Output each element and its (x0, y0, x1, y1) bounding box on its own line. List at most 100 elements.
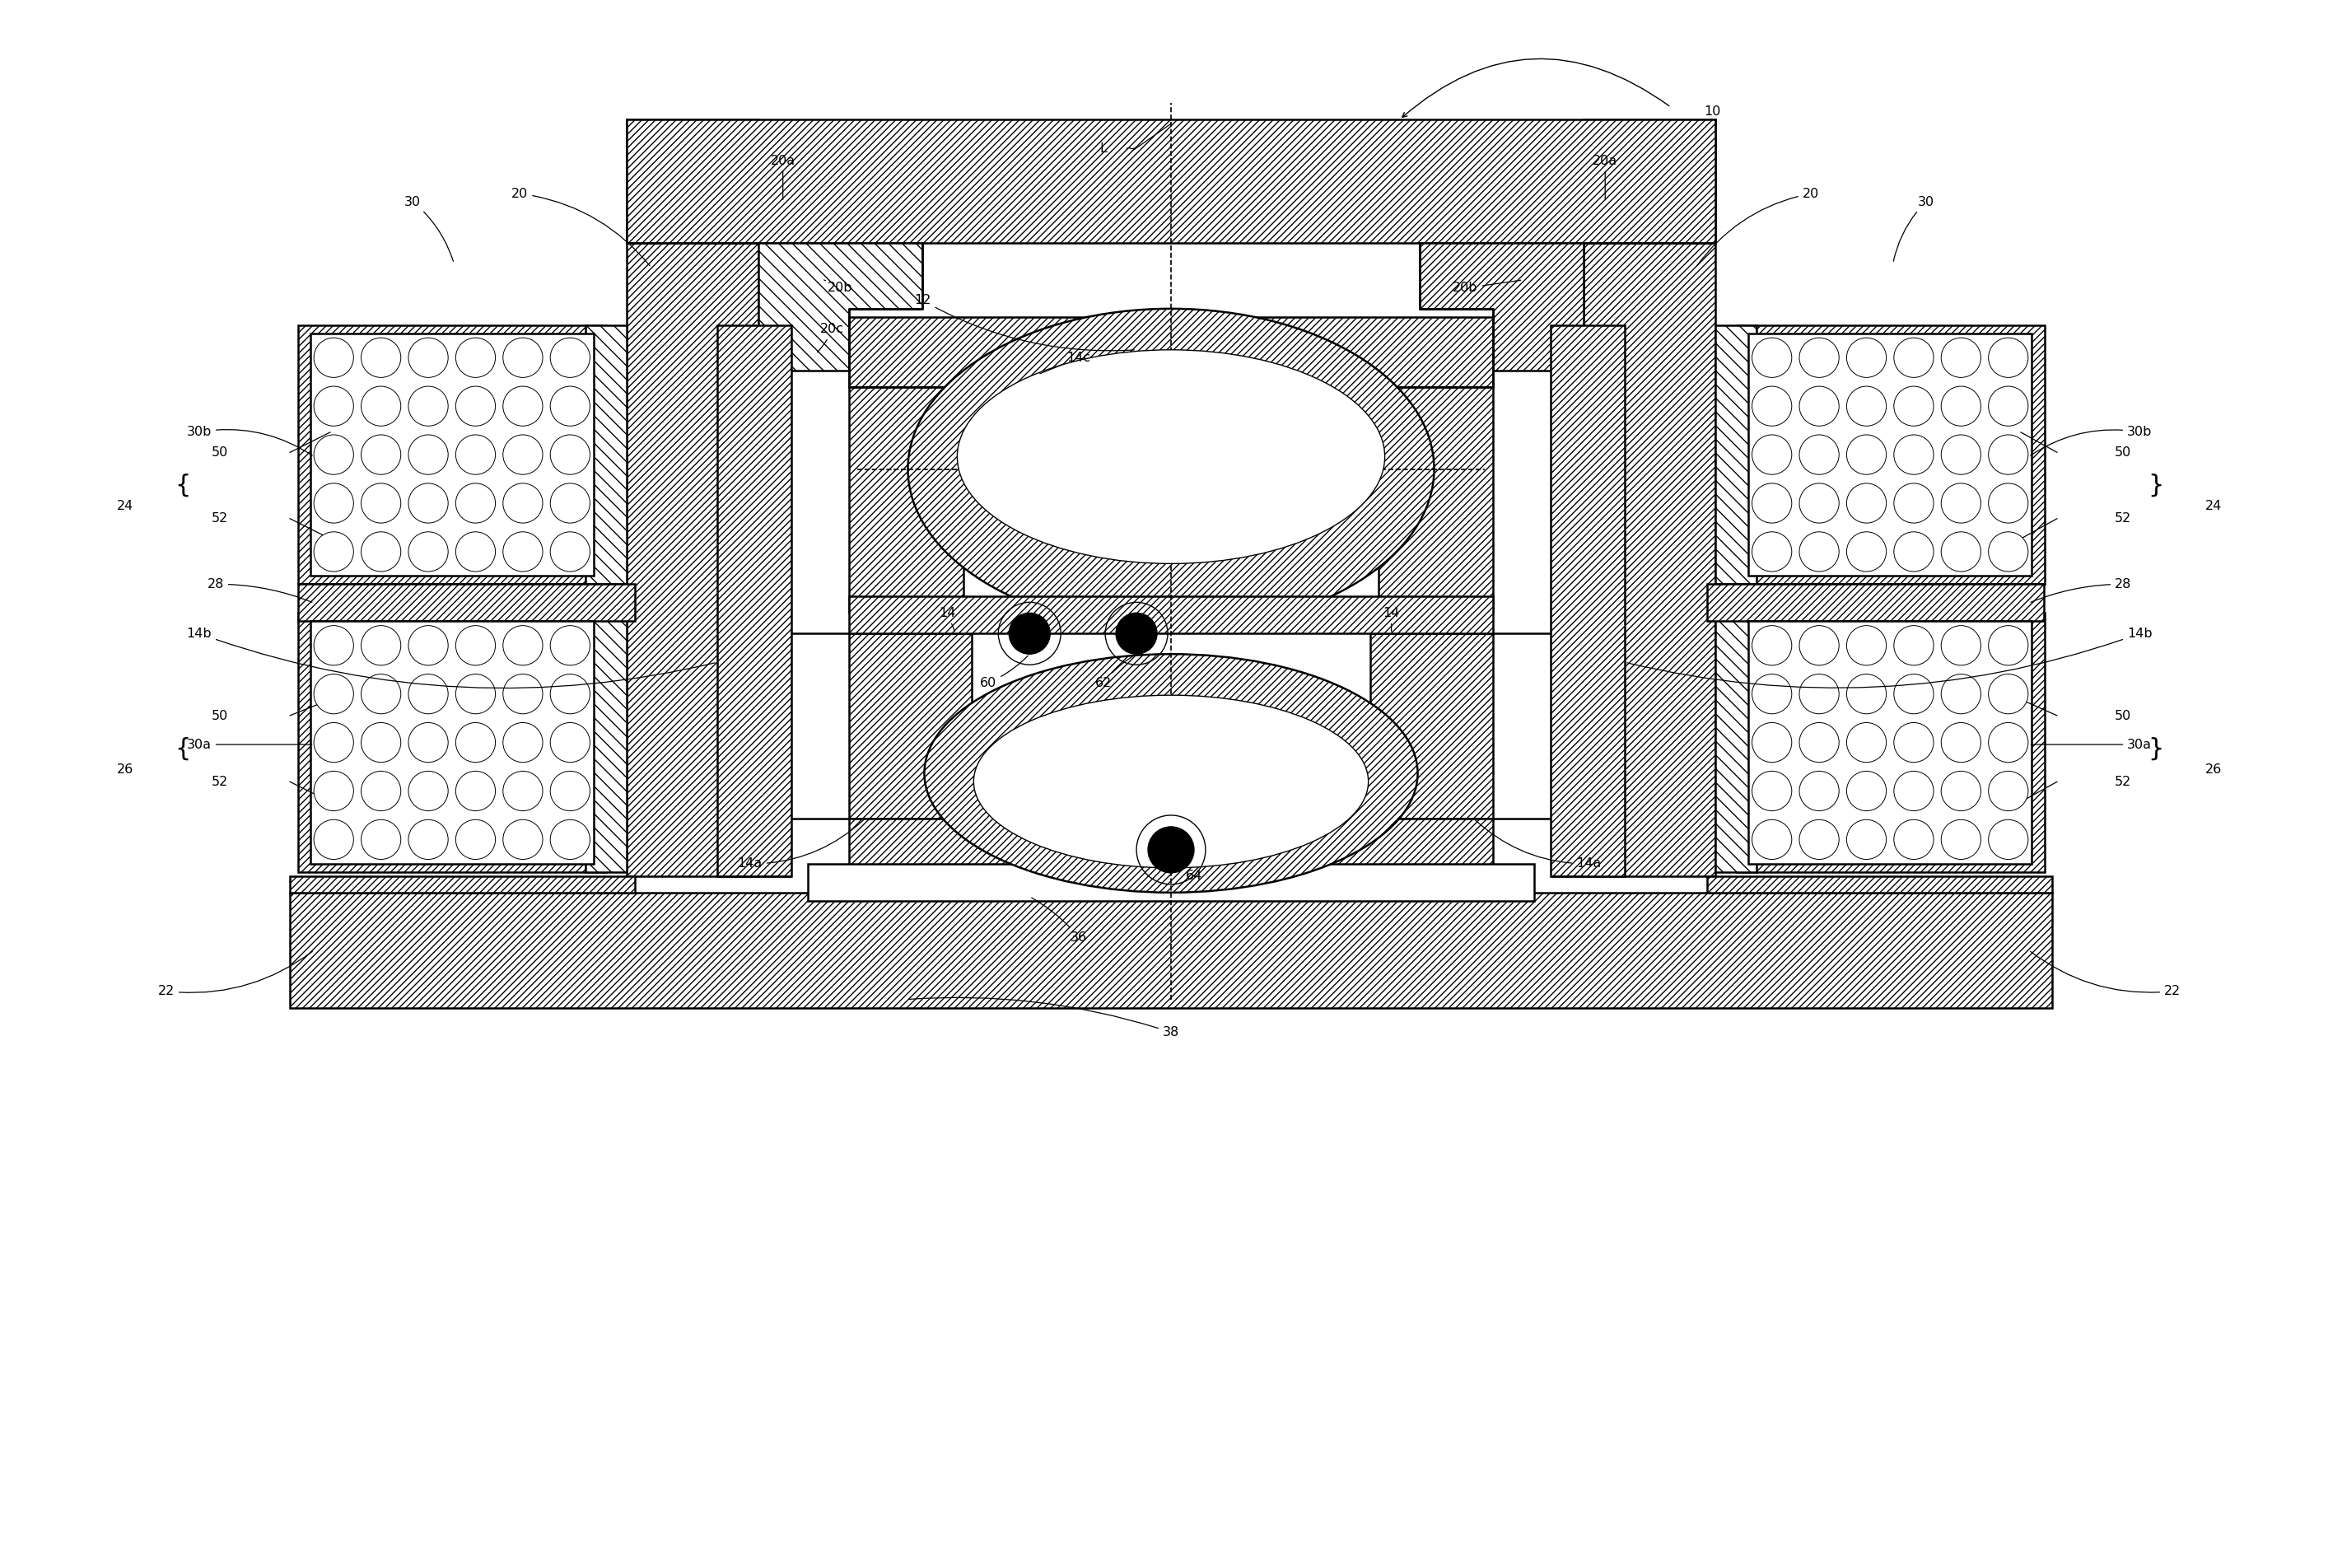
Circle shape (550, 674, 590, 713)
Text: 52: 52 (2115, 513, 2131, 525)
Bar (808, 864, 1534, 900)
Circle shape (1942, 626, 1981, 665)
Text: 30: 30 (405, 196, 454, 262)
Circle shape (457, 483, 497, 524)
Circle shape (1988, 771, 2028, 811)
Circle shape (314, 674, 354, 713)
Circle shape (1845, 626, 1885, 665)
Text: 30b: 30b (2031, 426, 2152, 455)
Circle shape (408, 483, 447, 524)
Text: 50: 50 (211, 447, 227, 459)
Circle shape (1799, 337, 1838, 378)
Bar (297, 613, 607, 872)
Ellipse shape (974, 695, 1368, 867)
Ellipse shape (909, 309, 1433, 629)
Circle shape (1845, 483, 1885, 524)
Circle shape (1799, 674, 1838, 713)
Circle shape (1895, 483, 1934, 524)
Bar (1714, 613, 1756, 872)
Text: 14a: 14a (738, 820, 864, 870)
Text: 22: 22 (157, 952, 311, 997)
Text: 20b: 20b (824, 281, 852, 295)
Circle shape (1988, 386, 2028, 426)
Ellipse shape (925, 654, 1417, 892)
Circle shape (504, 532, 543, 572)
Circle shape (361, 483, 400, 524)
Bar (1747, 621, 2033, 864)
Circle shape (1752, 386, 1792, 426)
Circle shape (457, 820, 497, 859)
Bar (628, 119, 1714, 243)
Text: 20: 20 (1698, 188, 1820, 265)
Circle shape (1942, 337, 1981, 378)
Text: 10: 10 (1703, 105, 1721, 118)
Circle shape (457, 386, 497, 426)
Circle shape (1988, 674, 2028, 713)
Circle shape (1988, 434, 2028, 475)
Circle shape (1009, 613, 1049, 654)
Circle shape (1845, 820, 1885, 859)
Text: 14c: 14c (1040, 351, 1091, 373)
Circle shape (457, 771, 497, 811)
Text: 14b: 14b (1628, 627, 2152, 688)
Circle shape (504, 820, 543, 859)
Circle shape (1148, 826, 1194, 873)
Circle shape (457, 674, 497, 713)
Circle shape (1845, 386, 1885, 426)
Circle shape (1752, 337, 1792, 378)
Circle shape (550, 626, 590, 665)
Text: 30: 30 (1892, 196, 1934, 262)
Text: 28: 28 (2031, 579, 2131, 602)
Circle shape (1799, 723, 1838, 762)
Bar (848, 633, 972, 818)
Circle shape (1895, 532, 1934, 572)
Bar (1583, 119, 1714, 877)
Bar (290, 877, 635, 892)
Circle shape (1895, 771, 1934, 811)
Text: 64: 64 (1173, 866, 1201, 883)
Circle shape (550, 771, 590, 811)
Circle shape (504, 626, 543, 665)
Text: {: { (176, 737, 190, 760)
Circle shape (1752, 820, 1792, 859)
Circle shape (314, 337, 354, 378)
Bar (1707, 585, 2045, 621)
Circle shape (504, 674, 543, 713)
Circle shape (1752, 532, 1792, 572)
Circle shape (1895, 434, 1934, 475)
Circle shape (1799, 483, 1838, 524)
Circle shape (457, 532, 497, 572)
Circle shape (1942, 820, 1981, 859)
Bar (1738, 325, 2045, 585)
Circle shape (408, 532, 447, 572)
Circle shape (1942, 386, 1981, 426)
Bar (309, 621, 595, 864)
Circle shape (1942, 483, 1981, 524)
Circle shape (1895, 723, 1934, 762)
Circle shape (361, 386, 400, 426)
Text: 26: 26 (2206, 764, 2223, 775)
Circle shape (408, 434, 447, 475)
Circle shape (408, 626, 447, 665)
Text: }: } (2148, 737, 2164, 760)
Text: {: { (176, 474, 190, 497)
Circle shape (550, 434, 590, 475)
Text: 22: 22 (2031, 952, 2180, 997)
Bar (717, 325, 792, 877)
Circle shape (1942, 674, 1981, 713)
Text: 28: 28 (206, 579, 311, 602)
Circle shape (504, 434, 543, 475)
Circle shape (1895, 337, 1934, 378)
Text: 60: 60 (979, 655, 1028, 688)
Circle shape (550, 483, 590, 524)
Text: 24: 24 (117, 500, 133, 513)
Text: 36: 36 (1030, 898, 1087, 944)
Circle shape (504, 771, 543, 811)
Circle shape (361, 532, 400, 572)
Circle shape (314, 532, 354, 572)
Circle shape (361, 434, 400, 475)
Bar (1370, 633, 1494, 818)
Circle shape (314, 386, 354, 426)
Circle shape (1942, 723, 1981, 762)
Text: 30b: 30b (187, 426, 311, 455)
